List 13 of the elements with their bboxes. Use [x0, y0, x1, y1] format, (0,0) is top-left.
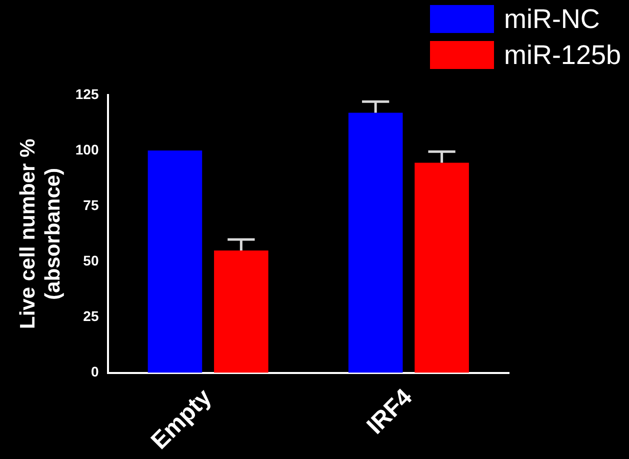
legend-label: miR-NC — [504, 4, 600, 34]
bar — [348, 112, 403, 373]
y-tick-label: 100 — [75, 141, 99, 158]
y-axis-title: Live cell number % (absorbance) — [16, 138, 65, 330]
y-tick-label: 125 — [75, 86, 99, 102]
y-tick-label: 25 — [83, 308, 99, 324]
legend-label: miR-125b — [504, 40, 621, 70]
bar — [414, 162, 469, 373]
y-tick-label: 0 — [90, 364, 99, 380]
y-tick-label: 75 — [83, 196, 99, 213]
bar — [148, 150, 202, 373]
y-tick-label: 50 — [83, 252, 99, 269]
bar — [214, 250, 268, 373]
